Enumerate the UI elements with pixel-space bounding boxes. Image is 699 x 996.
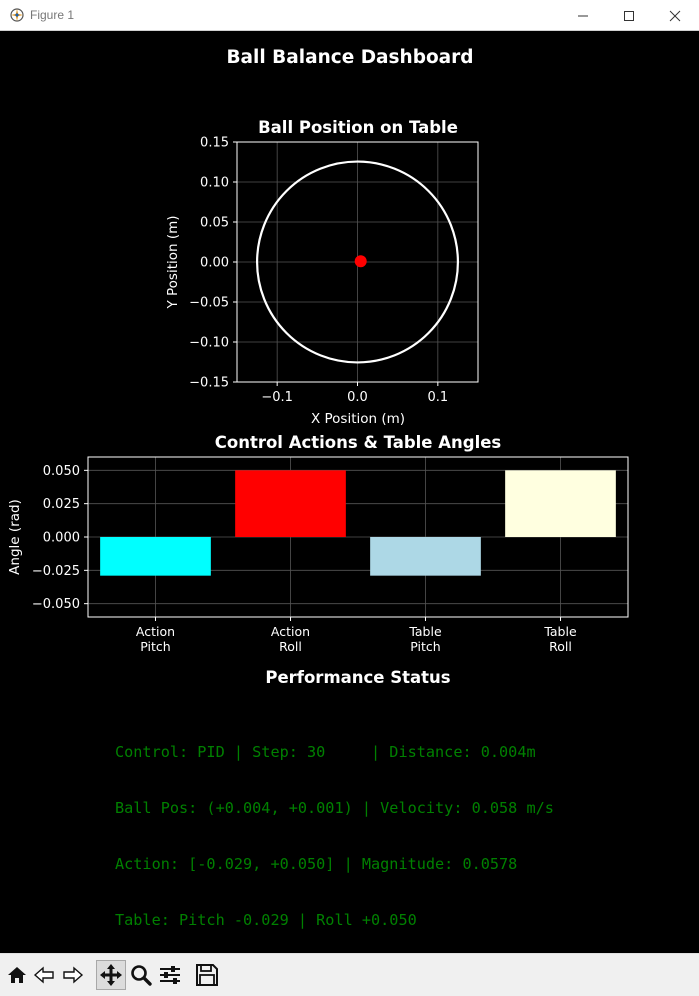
position-y-tick-label: −0.10 [189, 336, 229, 351]
pan-icon [100, 964, 122, 986]
bar [100, 537, 211, 576]
forward-icon [63, 966, 84, 984]
app-icon [10, 8, 24, 22]
position-y-tick-label: −0.05 [189, 296, 229, 311]
performance-status-title: Performance Status [265, 668, 450, 687]
bar-chart-title: Control Actions & Table Angles [215, 433, 502, 452]
status-line-table: Table: Pitch -0.029 | Roll +0.050 [115, 910, 417, 929]
save-icon [196, 964, 218, 986]
position-plot-title: Ball Position on Table [258, 118, 458, 137]
bar-x-tick-label: Action Roll [271, 624, 310, 654]
bar-x-tick-label: Table Roll [543, 624, 577, 654]
position-y-tick-label: 0.15 [200, 136, 229, 151]
maximize-button[interactable] [606, 0, 652, 31]
bar-y-tick-label: 0.000 [43, 531, 80, 546]
bar [505, 470, 616, 537]
home-button[interactable] [4, 962, 30, 988]
configure-icon [160, 966, 180, 984]
window-titlebar: Figure 1 [0, 0, 699, 31]
bar-chart-frame [87, 456, 629, 618]
ball-marker [354, 255, 367, 268]
zoom-icon [131, 965, 152, 986]
bar-y-tick-label: 0.050 [43, 464, 80, 479]
bar-series [100, 470, 616, 576]
position-y-tick-label: 0.10 [200, 176, 229, 191]
figure-title: Ball Balance Dashboard [226, 47, 473, 68]
figure-canvas[interactable]: Ball Balance Dashboard Ball Position on … [1, 31, 698, 953]
table-boundary-circle [255, 160, 460, 364]
position-y-tick-label: 0.05 [200, 216, 229, 231]
pan-button[interactable] [96, 960, 126, 990]
position-plot-frame [236, 141, 479, 383]
bar-y-tick-label: −0.025 [32, 564, 80, 579]
bar-y-tick-label: 0.025 [43, 497, 80, 512]
maximize-icon [624, 11, 634, 21]
position-y-label: Y Position (m) [165, 215, 181, 309]
bar-y-label: Angle (rad) [7, 499, 23, 575]
bar [370, 537, 481, 576]
zoom-button[interactable] [128, 962, 154, 988]
home-icon [8, 967, 26, 983]
position-x-tick-label: −0.1 [261, 390, 293, 405]
position-x-label: X Position (m) [311, 411, 405, 427]
bar-x-tick-label: Action Pitch [136, 624, 175, 654]
status-line-action: Action: [-0.029, +0.050] | Magnitude: 0.… [115, 854, 518, 873]
bar-x-tick-label: Table Pitch [408, 624, 442, 654]
position-y-tick-label: −0.15 [189, 376, 229, 391]
position-y-tick-label: 0.00 [200, 256, 229, 271]
position-y-ticks: 0.15 0.10 0.05 0.00 −0.05 −0.10 −0.15 [189, 136, 237, 391]
back-icon [33, 966, 54, 984]
bar-y-tick-label: −0.050 [32, 597, 80, 612]
minimize-button[interactable] [560, 0, 606, 31]
save-button[interactable] [194, 962, 220, 988]
control-actions-chart[interactable]: Control Actions & Table Angles 0.050 0.02… [7, 433, 629, 654]
close-button[interactable] [652, 0, 698, 31]
bar-x-ticks: Action Pitch Action Roll Table Pitch Table Roll [136, 617, 577, 654]
back-button[interactable] [32, 962, 58, 988]
close-icon [669, 10, 681, 22]
position-x-ticks: −0.1 0.0 0.1 [261, 382, 448, 405]
position-x-tick-label: 0.0 [347, 390, 368, 405]
forward-button[interactable] [59, 962, 85, 988]
navigation-toolbar [0, 953, 699, 996]
status-line-ball-pos: Ball Pos: (+0.004, +0.001) | Velocity: 0… [115, 798, 554, 817]
position-x-tick-label: 0.1 [427, 390, 448, 405]
ball-position-plot[interactable]: Ball Position on Table 0.15 0.10 0.05 0.00 −… [165, 118, 479, 427]
bar-y-ticks: 0.050 0.025 0.000 −0.025 −0.050 [32, 464, 88, 612]
configure-subplots-button[interactable] [157, 962, 183, 988]
figure-svg: Ball Balance Dashboard Ball Position on … [7, 47, 629, 687]
minimize-icon [578, 15, 588, 17]
window-title: Figure 1 [30, 8, 75, 22]
bar [235, 470, 346, 537]
performance-status-text: Control: PID | Step: 30 | Distance: 0.00… [115, 706, 554, 948]
status-line-control: Control: PID | Step: 30 | Distance: 0.00… [115, 743, 536, 762]
